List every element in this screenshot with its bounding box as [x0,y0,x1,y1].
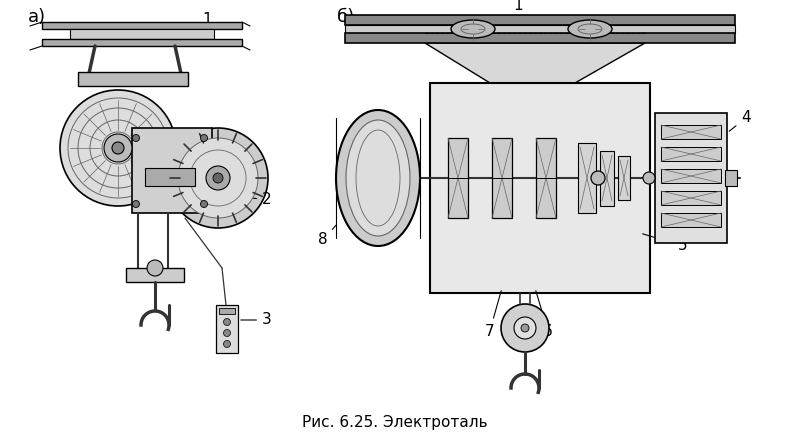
Text: 2: 2 [233,193,272,207]
Text: б): б) [337,8,356,26]
Bar [600,151,614,206]
Bar [345,15,735,25]
Bar [145,168,195,186]
Bar [661,125,721,139]
Circle shape [521,324,529,332]
Ellipse shape [60,90,176,206]
Circle shape [133,200,140,207]
Bar [70,29,214,39]
Bar [661,147,721,161]
Bar [219,308,235,314]
Ellipse shape [336,110,420,246]
Circle shape [643,172,655,184]
Circle shape [206,166,230,190]
Bar [78,72,188,86]
Circle shape [201,200,208,207]
Ellipse shape [168,128,268,228]
Text: 7: 7 [485,291,501,339]
Circle shape [201,135,208,142]
Circle shape [147,260,163,276]
Bar [42,22,242,29]
Bar [132,128,212,213]
Polygon shape [425,43,645,83]
Bar [216,305,238,353]
Ellipse shape [451,20,495,38]
Ellipse shape [178,138,258,218]
Ellipse shape [568,20,612,38]
Text: а): а) [28,8,46,26]
Circle shape [514,317,536,339]
Text: 3: 3 [241,313,272,327]
Bar [661,213,721,227]
Text: 4: 4 [729,110,750,131]
Bar [430,83,650,293]
Circle shape [133,135,140,142]
Bar [661,191,721,205]
Circle shape [591,171,605,185]
Bar [345,33,735,43]
Text: 5: 5 [642,234,687,253]
Circle shape [112,142,124,154]
Text: 1: 1 [513,0,529,18]
Circle shape [224,340,231,348]
Bar [725,170,737,186]
Text: Рис. 6.25. Электроталь: Рис. 6.25. Электроталь [303,414,487,430]
Bar [126,268,184,282]
Text: 1: 1 [171,13,212,34]
Circle shape [213,173,223,183]
Ellipse shape [346,120,410,236]
Circle shape [501,304,549,352]
Bar [661,169,721,183]
Bar [536,138,556,218]
Bar [448,138,468,218]
Circle shape [224,330,231,336]
Bar [42,39,242,46]
Text: 6: 6 [536,291,553,339]
Circle shape [104,134,132,162]
Text: 8: 8 [318,225,337,248]
Bar [655,113,727,243]
Bar [618,156,630,200]
Bar [578,143,596,213]
Bar [345,25,735,33]
Bar [492,138,512,218]
Circle shape [224,319,231,326]
